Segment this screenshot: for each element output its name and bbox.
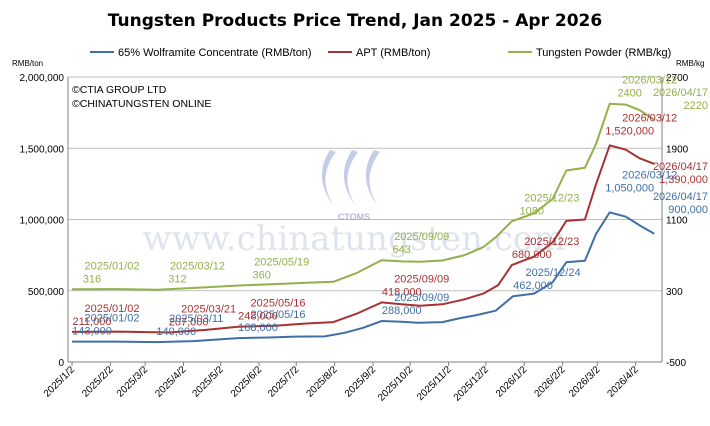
- right-tick-label-4: 2700: [666, 73, 689, 84]
- annotation-value-19: 1,050,000: [605, 182, 654, 194]
- chart-title: Tungsten Products Price Trend, Jan 2025 …: [108, 11, 602, 31]
- gridlines: [68, 76, 662, 292]
- series-line-1: [71, 144, 655, 334]
- annotation-date-2: 2025/05/19: [254, 256, 309, 268]
- annotation-value-2: 360: [253, 269, 271, 281]
- left-tick-label-1: 500,000: [28, 287, 65, 298]
- annotation-value-17: 288,000: [382, 305, 422, 317]
- legend-label-0: 65% Wolframite Concentrate (RMB/ton): [118, 47, 312, 59]
- legend-label-2: Tungsten Powder (RMB/kg): [536, 47, 671, 59]
- left-tick-label-3: 1,500,000: [20, 144, 65, 155]
- annotation-value-8: 207,000: [169, 317, 209, 329]
- annotation-date-9: 2025/05/16: [250, 298, 305, 310]
- right-tick-label-2: 1100: [666, 216, 688, 227]
- annotation-date-3: 2025/09/09: [394, 231, 449, 243]
- annotation-date-1: 2025/03/12: [170, 261, 225, 273]
- annotation-12: 2026/03/121,520,000: [605, 112, 677, 137]
- annotations: 2025/01/023162025/03/123122025/05/193602…: [72, 75, 708, 338]
- annotation-13: 2026/04/171,390,000: [653, 161, 708, 186]
- annotation-value-11: 680,000: [512, 249, 552, 261]
- left-tick-label-0: 0: [58, 358, 64, 369]
- series-line-0: [72, 211, 655, 344]
- annotation-date-10: 2025/09/09: [394, 273, 449, 285]
- right-tick-label-1: 300: [666, 287, 683, 298]
- annotation-value-15: 140,000: [156, 326, 196, 338]
- watermark-text: www.chinatungsten.com: [143, 219, 566, 259]
- annotation-value-1: 312: [168, 274, 186, 286]
- annotation-date-15: 2025/03/11: [169, 313, 223, 325]
- annotation-date-11: 2025/12/23: [524, 236, 579, 248]
- right-tick-label-0: -500: [666, 358, 686, 369]
- annotation-value-18: 462,000: [513, 280, 553, 292]
- annotation-date-17: 2025/09/09: [394, 292, 449, 304]
- credit-line-2: ©CHINATUNGSTEN ONLINE: [72, 98, 211, 110]
- legend: 65% Wolframite Concentrate (RMB/ton) APT …: [90, 47, 671, 59]
- annotation-date-18: 2025/12/24: [526, 267, 581, 279]
- credit-line-1: ©CTIA GROUP LTD: [72, 84, 167, 96]
- left-tick-label-4: 2,000,000: [20, 73, 65, 84]
- annotation-date-16: 2025/05/16: [250, 309, 305, 321]
- annotation-value-7: 211,000: [73, 316, 112, 328]
- series-line-2: [71, 102, 655, 291]
- legend-label-1: APT (RMB/ton): [356, 47, 430, 59]
- annotation-value-14: 143,000: [72, 326, 112, 338]
- left-axis-unit: RMB/ton: [12, 59, 43, 68]
- watermark-logo-shape-2: [343, 150, 358, 206]
- annotation-value-13: 1,390,000: [659, 174, 708, 186]
- annotation-19: 2026/03/121,050,000: [605, 169, 677, 194]
- annotation-value-12: 1,520,000: [605, 125, 654, 137]
- watermark-logo-text: CTOMS: [338, 212, 370, 222]
- right-tick-label-3: 1900: [666, 144, 689, 155]
- annotation-date-13: 2026/04/17: [653, 161, 708, 173]
- annotation-date-19: 2026/03/12: [622, 169, 677, 181]
- annotation-value-20: 900,000: [668, 204, 708, 216]
- annotation-date-5: 2026/03/12: [622, 75, 677, 87]
- annotation-date-8: 2025/03/21: [181, 304, 236, 316]
- annotation-date-14: 2025/01/02: [84, 313, 139, 325]
- annotation-value-9: 248,000: [238, 311, 278, 323]
- annotation-value-10: 418,000: [382, 286, 422, 298]
- annotation-date-12: 2026/03/12: [622, 112, 677, 124]
- annotation-value-4: 1080: [520, 205, 544, 217]
- right-axis-unit: RMB/kg: [676, 59, 704, 68]
- annotation-date-0: 2025/01/02: [84, 260, 139, 272]
- annotation-value-0: 316: [83, 273, 101, 285]
- annotation-value-6: 2220: [684, 100, 708, 112]
- annotation-value-5: 2400: [617, 88, 641, 100]
- series-lines: [71, 102, 655, 344]
- annotation-value-16: 168,000: [238, 322, 278, 334]
- annotation-date-20: 2026/04/17: [653, 191, 708, 203]
- watermark-logo-shape-1: [321, 150, 336, 206]
- annotation-value-3: 643: [393, 244, 411, 256]
- watermark-logo-shape-3: [365, 150, 380, 206]
- annotation-date-6: 2026/04/17: [653, 87, 708, 99]
- left-tick-label-2: 1,000,000: [20, 216, 65, 227]
- annotation-date-4: 2025/12/23: [524, 192, 579, 204]
- annotation-date-7: 2025/01/02: [84, 303, 139, 315]
